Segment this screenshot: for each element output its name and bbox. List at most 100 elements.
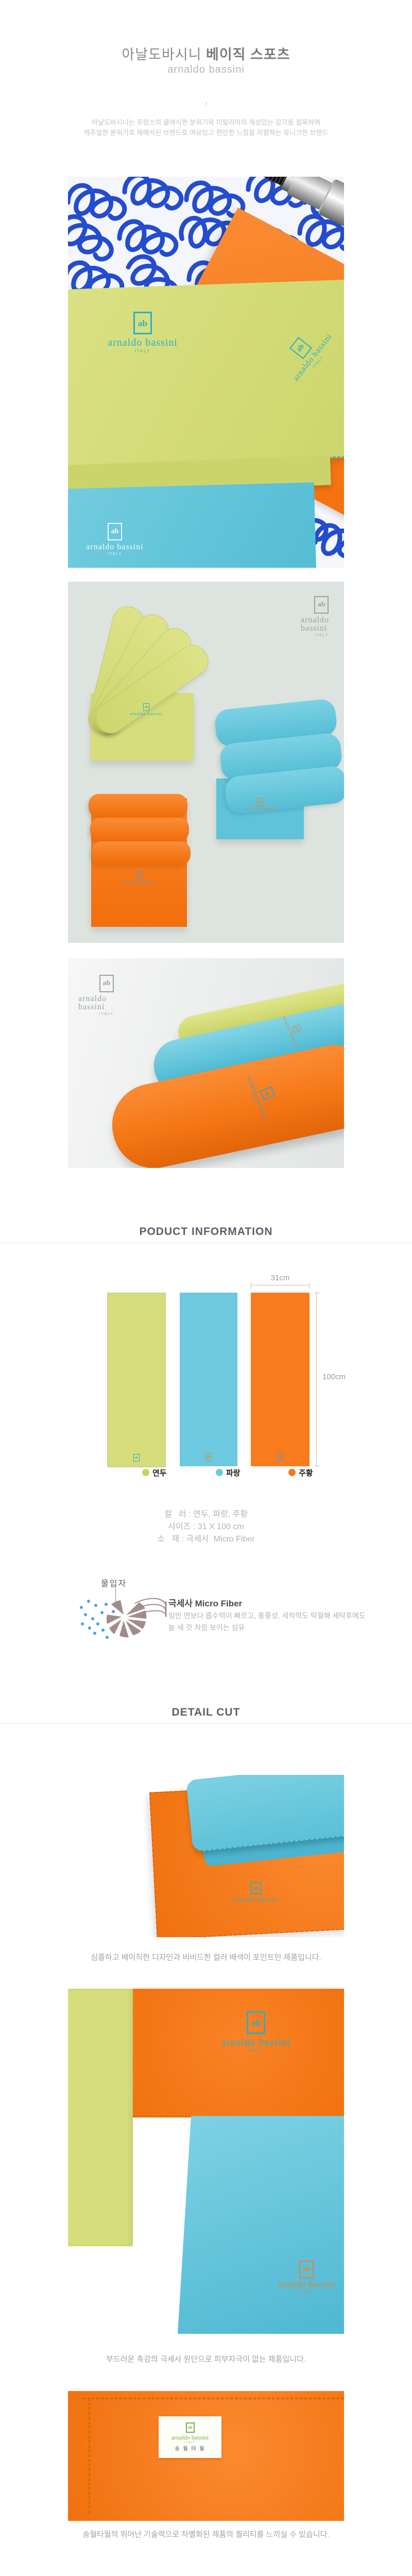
brand-logo: ab arnaldo bassini bbox=[282, 1012, 306, 1047]
legend-dot-orange bbox=[288, 1469, 296, 1476]
page-title-bold: 베이직 스포츠 bbox=[206, 47, 290, 62]
brand-monogram: ab bbox=[185, 2422, 195, 2433]
brand-monogram: ab bbox=[205, 1453, 212, 1461]
brand-name: arnaldo bassini bbox=[301, 616, 329, 633]
legend-dot-sky bbox=[216, 1469, 223, 1476]
brand-monogram: ab bbox=[299, 2261, 314, 2278]
brand-logo: ab arnaldo bassini bbox=[242, 798, 278, 811]
legend-dot-lime bbox=[142, 1469, 149, 1476]
brand-logo: ab arnaldo bassini bbox=[130, 703, 163, 716]
brand-logo: ab arnaldo bassini ITALY bbox=[99, 312, 186, 353]
stitch-line bbox=[89, 2398, 90, 2514]
detail-cut-heading: DETAIL CUT bbox=[171, 1706, 241, 1718]
brand-logo: ab bbox=[205, 1453, 212, 1462]
brand-name: arnaldo bassini bbox=[233, 1895, 279, 1903]
brand-logo: ab arnaldo bassini ITALY bbox=[217, 2011, 295, 2053]
brand-logo: ab arnaldo bassini ITALY bbox=[243, 1070, 282, 1121]
width-dimension-label: 31cm bbox=[270, 1274, 290, 1282]
brand-monogram: ab bbox=[257, 798, 263, 806]
legend-label-lime: 연두 bbox=[152, 1469, 167, 1478]
water-particle-label: 물입자 bbox=[101, 1580, 127, 1588]
folded-towels-photo: ab arnaldo bassini ITALY ab arnaldo bass… bbox=[68, 582, 344, 943]
height-dimension-line bbox=[314, 1293, 320, 1466]
spec-color: 컬 러 : 연두, 파랑, 주황 bbox=[164, 1510, 248, 1519]
brand-logo: ab bbox=[133, 1454, 140, 1463]
brand-country: ITALY bbox=[184, 2441, 196, 2444]
microfiber-desc-line1: 일반 면보다 흡수력이 빠르고, 통풍성, 세척력도 탁월해 세탁후에도 bbox=[168, 1612, 366, 1620]
brand-logo: ab bbox=[277, 1453, 283, 1462]
brand-country: ITALY bbox=[314, 634, 329, 637]
orange-towel bbox=[133, 1989, 344, 2117]
spec-list: 컬 러 : 연두, 파랑, 주황 사이즈 : 31 X 100 cm 소 재 :… bbox=[68, 1509, 344, 1546]
detail-photo-1: ab arnaldo bassini bbox=[68, 1775, 344, 1937]
product-information-heading: PODUCT INFORMATION bbox=[139, 1226, 273, 1238]
brand-intro-line1: 아날도바시니는 프랑스의 클래식한 분위기와 이탈리아의 개성있는 감각을 접목… bbox=[92, 118, 320, 126]
spec-material: 소 재 : 극세사 Micro Fiber bbox=[157, 1535, 255, 1544]
sky-towel bbox=[178, 2116, 344, 2334]
height-dimension-label: 100cm bbox=[322, 1372, 346, 1381]
spec-size: 사이즈 : 31 X 100 cm bbox=[168, 1522, 244, 1531]
legend-label-orange: 주황 bbox=[299, 1469, 313, 1478]
brand-name: arnaldo bassini bbox=[221, 2037, 291, 2048]
brand-monogram: ab bbox=[260, 1086, 276, 1100]
detail-photo-3: ab arnaldo bassini ITALY 송 월 타 월 bbox=[68, 2391, 344, 2521]
orange-towel-fold bbox=[92, 841, 191, 865]
brand-logo: ab arnaldo bassini ITALY bbox=[301, 596, 342, 637]
brand-watermark-logo: ab arnaldo bassini ITALY bbox=[76, 523, 153, 556]
brand-logo: ab arnaldo bassini ITALY bbox=[78, 975, 135, 1016]
detail-caption-1: 심플하고 베이직한 디자인과 비비드한 컬러 배색이 포인트인 제품입니다. bbox=[91, 1953, 321, 1962]
brand-name: arnaldo bassini bbox=[244, 806, 277, 811]
brand-monogram: ab bbox=[251, 1882, 261, 1894]
brand-monogram: ab bbox=[108, 523, 122, 540]
detail-caption-2: 부드러운 촉감의 극세사 원단으로 피부자극이 없는 제품입니다. bbox=[106, 2355, 306, 2364]
brand-name: arnaldo bassini bbox=[130, 711, 163, 716]
brand-monogram: ab bbox=[247, 2011, 265, 2034]
divider-slash: / bbox=[205, 101, 207, 107]
brand-country: ITALY bbox=[248, 2048, 264, 2053]
color-swatch-lime: ab bbox=[107, 1293, 166, 1467]
detail-caption-3: 송월타월의 뛰어난 기술력으로 차별화된 제품의 퀄리티를 느끼실 수 있습니다… bbox=[82, 2530, 330, 2539]
brand-name: arnaldo bassini bbox=[86, 543, 144, 551]
brand-logo: ab arnaldo bassini ITALY bbox=[273, 2261, 340, 2294]
hero-photo-towels: ab arnaldo bassini ITALY ab arnaldo bass… bbox=[68, 177, 344, 568]
brand-monogram: ab bbox=[133, 312, 152, 334]
brand-monogram: ab bbox=[136, 871, 142, 879]
brand-monogram: ab bbox=[99, 975, 114, 992]
legend-label-sky: 파랑 bbox=[226, 1469, 241, 1478]
detail-photo-2: ab arnaldo bassini ITALY ab arnaldo bass… bbox=[68, 1989, 344, 2334]
brand-monogram: ab bbox=[133, 1454, 140, 1462]
brand-country: ITALY bbox=[107, 552, 123, 556]
brand-name: arnaldo bassini bbox=[78, 994, 107, 1011]
orange-towel-fold bbox=[89, 794, 187, 818]
page-title: 아날도바시니 베이직 스포츠 bbox=[0, 43, 412, 63]
brand-country: ITALY bbox=[299, 2290, 314, 2294]
brand-logo: ab arnaldo bassini bbox=[121, 871, 158, 884]
rolled-towels-photo: ab arnaldo bassini ITALY arnaldo bassini… bbox=[68, 958, 344, 1168]
brand-name: arnaldo bassini bbox=[108, 337, 178, 348]
microfiber-diagram-icon bbox=[80, 1598, 167, 1639]
page-subtitle: arnaldo bassini bbox=[167, 64, 245, 75]
page-title-regular: 아날도바시니 bbox=[122, 47, 206, 62]
microfiber-desc-line2: 늘 새 것 처럼 보이는 섬유 bbox=[168, 1623, 245, 1632]
brand-monogram: ab bbox=[143, 703, 149, 711]
water-particle-pointer-line bbox=[115, 1588, 116, 1607]
stitch-line bbox=[82, 2398, 344, 2399]
microfiber-title: 극세사 Micro Fiber bbox=[168, 1599, 243, 1608]
brand-logo: ab arnaldo bassini bbox=[225, 1882, 287, 1902]
care-label-maker: 송 월 타 월 bbox=[175, 2446, 205, 2452]
color-swatch-orange: ab bbox=[251, 1293, 310, 1466]
brand-country: ITALY bbox=[134, 349, 151, 353]
brand-intro-line2: 캐주얼한 분위기로 재해석된 브랜드로 여유있고 편안한 느낌을 지향하는 유니… bbox=[83, 129, 329, 137]
lime-towel bbox=[68, 1989, 133, 2246]
brand-name: arnaldo bassini bbox=[123, 879, 156, 884]
brand-name: arnaldo bassini bbox=[171, 2434, 209, 2441]
section-divider bbox=[0, 1723, 412, 1724]
orange-towel-fold bbox=[90, 818, 189, 841]
brand-monogram: ab bbox=[277, 1453, 283, 1461]
brand-country: ITALY bbox=[99, 1012, 114, 1016]
brand-name: arnaldo bassini bbox=[278, 2280, 335, 2289]
color-swatch-sky: ab bbox=[180, 1293, 237, 1466]
brand-monogram: ab bbox=[314, 596, 329, 614]
care-label: ab arnaldo bassini ITALY 송 월 타 월 bbox=[159, 2416, 221, 2458]
